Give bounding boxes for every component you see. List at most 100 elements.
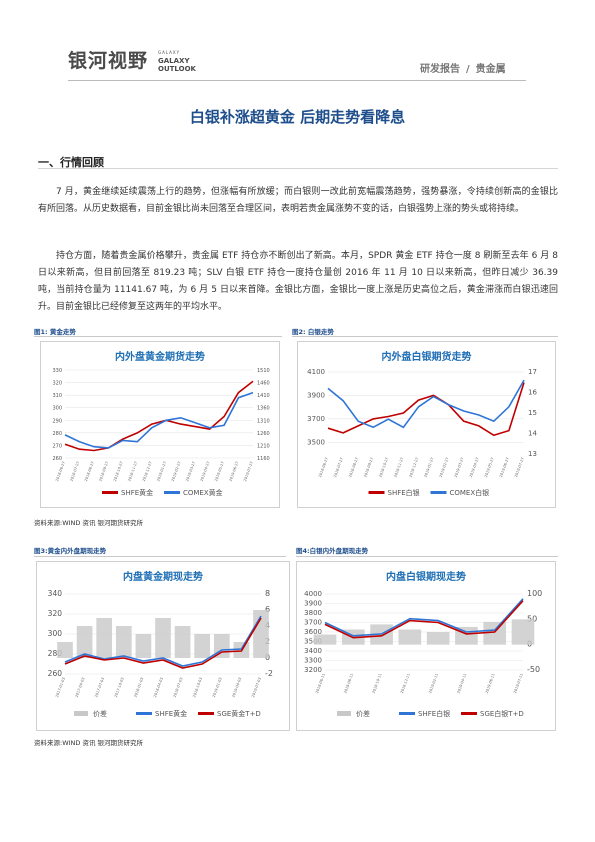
- x-tick: 2019-02-11: [428, 673, 439, 694]
- y-tick-left: 3900: [307, 391, 325, 399]
- x-tick: 2019-06-11: [485, 673, 496, 694]
- x-tick: 2019-03-27: [454, 457, 465, 478]
- x-tick: 2018-12-27: [142, 461, 153, 482]
- y-tick-right: 1510: [257, 368, 270, 374]
- x-tick: 2018-08-27: [348, 457, 359, 478]
- spread-bar: [57, 642, 73, 658]
- chart-svg: 260280300320340-2024682017-01-032017-04-…: [48, 589, 273, 718]
- x-tick: 2019-01-27: [156, 461, 167, 482]
- x-tick: 2018-06-11: [315, 673, 326, 694]
- x-tick: 2019-06-27: [499, 457, 510, 478]
- series-line: [324, 600, 524, 639]
- chart-gold-spot-futures: 内盘黄金期现走势 260280300320340-2024682017-01-0…: [36, 561, 290, 731]
- x-tick: 2018-10-27: [113, 461, 124, 482]
- breadcrumb-subcategory: 贵金属: [475, 64, 506, 75]
- x-tick: 2019-04-11: [456, 673, 467, 694]
- y-tick-right: 1460: [257, 381, 270, 387]
- x-tick: 2018-10-11: [372, 673, 383, 694]
- legend-label: SHFE黄金: [155, 709, 187, 718]
- spread-bar: [174, 626, 191, 658]
- x-tick: 2018-10-03: [192, 677, 203, 698]
- x-tick: 2019-07-27: [514, 457, 525, 478]
- figure-2-rule: [292, 336, 558, 337]
- figure-3-label: 图3:黄金内外盘期现走势: [34, 547, 107, 555]
- y-tick-left: 3200: [304, 666, 322, 674]
- x-tick: 2019-01-03: [212, 677, 223, 698]
- spread-bar: [155, 618, 171, 658]
- logo-en-small: GALAXY: [158, 50, 181, 55]
- figure-4-label: 图4:白银内外盘期现走势: [296, 547, 369, 555]
- source-note: 资料来源:WIND 资讯 银河期货研究所: [34, 739, 144, 747]
- y-tick-left: 260: [52, 456, 62, 462]
- y-tick-right: 17: [528, 368, 537, 376]
- figure-1-rule: [34, 336, 282, 337]
- chart-silver-futures: 内外盘白银期货走势 3500 3700 3900 4100 13 14 15 16 17 2018…: [297, 341, 556, 508]
- x-tick: 2019-07-03: [251, 677, 262, 698]
- spread-bar: [96, 618, 113, 658]
- series-line: [64, 617, 262, 669]
- y-tick-left: 3400: [304, 647, 322, 655]
- y-tick-left: 260: [48, 669, 63, 678]
- x-tick: 2018-07-27: [333, 457, 344, 478]
- y-tick-left: 3500: [307, 438, 325, 446]
- x-tick: 2018-07-03: [173, 677, 184, 698]
- spread-bar: [483, 621, 507, 645]
- series-line: [324, 598, 524, 637]
- y-tick-right: -2: [265, 669, 273, 678]
- legend-label: SGE黄金T+D: [217, 709, 261, 718]
- spread-bar: [426, 632, 450, 645]
- spread-bar: [194, 634, 211, 658]
- y-tick-left: 3300: [304, 657, 322, 665]
- chart-title: 内盘黄金期现走势: [123, 572, 203, 583]
- chart-title: 内盘白银期现走势: [386, 572, 466, 583]
- y-tick-right: 1310: [257, 418, 270, 424]
- x-tick: 2018-12-11: [400, 673, 411, 694]
- x-tick: 2018-07-27: [69, 461, 80, 482]
- breadcrumb-separator: /: [466, 64, 470, 75]
- x-tick: 2019-05-27: [484, 457, 495, 478]
- x-tick: 2019-04-27: [200, 461, 211, 482]
- y-tick-left: 280: [52, 431, 62, 437]
- x-tick: 2019-07-11: [513, 673, 524, 694]
- y-tick-left: 280: [48, 649, 63, 658]
- x-tick: 2018-08-11: [343, 673, 354, 694]
- figure-4-rule: [296, 556, 558, 557]
- x-tick: 2018-12-27: [408, 457, 419, 478]
- y-tick-left: 330: [52, 368, 62, 374]
- legend-label: COMEX黄金: [183, 488, 223, 497]
- y-tick-right: 1410: [257, 393, 270, 399]
- y-tick-right: 50: [527, 614, 537, 623]
- y-tick-right: -50: [527, 665, 540, 674]
- y-tick-left: 300: [48, 629, 63, 638]
- y-tick-right: 15: [528, 409, 537, 417]
- figure-2-label: 图2: 白银走势: [292, 328, 334, 336]
- y-tick-right: 8: [265, 589, 270, 598]
- legend-swatch: [337, 711, 351, 716]
- y-tick-right: 16: [528, 389, 537, 397]
- y-tick-right: 1260: [257, 431, 270, 437]
- x-tick: 2019-02-27: [171, 461, 182, 482]
- x-tick: 2017-10-03: [114, 677, 125, 698]
- x-tick: 2019-03-27: [185, 461, 196, 482]
- spread-bar: [135, 634, 152, 658]
- series-line: [64, 391, 254, 449]
- source-note: 资料来源:WIND 资讯 银河期货研究所: [34, 519, 144, 527]
- x-tick: 2018-10-27: [378, 457, 389, 478]
- chart-svg: 3500 3700 3900 4100 13 14 15 16 17 2018-06-27 2018…: [307, 368, 537, 497]
- y-tick-right: 1210: [257, 443, 270, 449]
- x-tick: 2018-01-03: [133, 677, 144, 698]
- page-title: 白银补涨超黄金 后期走势看降息: [189, 108, 406, 126]
- x-tick: 2017-01-03: [55, 677, 66, 698]
- legend-label: 价差: [93, 709, 107, 718]
- y-tick-left: 4000: [304, 590, 322, 598]
- legend-label: SHFE白银: [388, 488, 420, 497]
- y-tick-right: 1160: [257, 456, 270, 462]
- x-tick: 2019-01-27: [424, 457, 435, 478]
- logo-en-line1: GALAXY: [158, 57, 190, 65]
- chart-svg: 320033003400350036003700380039004000-500…: [304, 589, 542, 718]
- x-tick: 2018-11-27: [393, 457, 404, 478]
- breadcrumb-category: 研发报告: [420, 64, 460, 75]
- x-tick: 2019-07-27: [243, 461, 254, 482]
- spread-bar: [398, 629, 422, 645]
- legend-label: COMEX白银: [450, 488, 490, 497]
